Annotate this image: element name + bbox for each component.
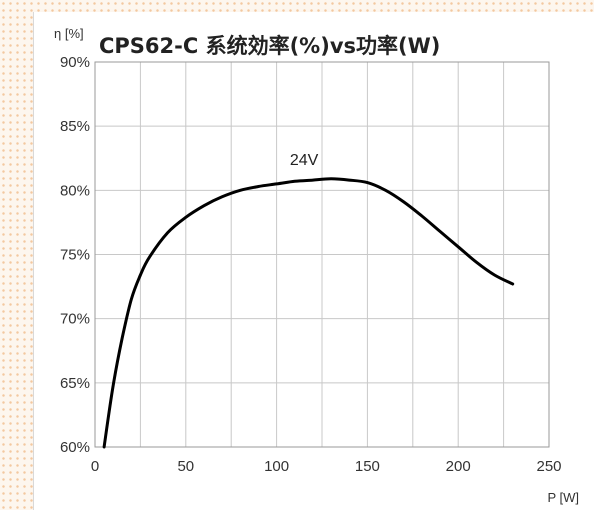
y-tick-label: 70% xyxy=(60,311,90,328)
x-tick-label: 0 xyxy=(91,458,99,475)
x-tick-label: 100 xyxy=(264,458,289,475)
y-tick-label: 90% xyxy=(60,54,90,71)
x-tick-labels: 0 50 100 150 200 250 xyxy=(91,458,562,475)
y-tick-label: 85% xyxy=(60,118,90,135)
y-tick-label: 80% xyxy=(60,182,90,199)
x-tick-label: 250 xyxy=(536,458,561,475)
y-tick-labels: 60% 65% 70% 75% 80% 85% 90% xyxy=(60,54,90,456)
y-tick-label: 75% xyxy=(60,247,90,264)
series-label: 24V xyxy=(290,152,319,169)
series-line-24V xyxy=(102,177,515,449)
x-tick-label: 50 xyxy=(177,458,194,475)
y-tick-label: 65% xyxy=(60,375,90,392)
y-tick-label: 60% xyxy=(60,439,90,456)
series-lines: 24V xyxy=(102,152,515,449)
grid xyxy=(94,61,550,448)
plot-frame xyxy=(94,61,550,448)
chart-card: 0 50 100 150 200 250 60% 65% 70% 75% 80% 85% 90% 24… xyxy=(33,12,594,510)
y-axis-label: η [%] xyxy=(54,26,84,41)
x-axis-label: P [W] xyxy=(547,490,579,505)
efficiency-chart: 0 50 100 150 200 250 60% 65% 70% 75% 80% 85% 90% 24… xyxy=(54,26,579,505)
x-tick-label: 200 xyxy=(446,458,471,475)
chart-title: CPS62-C 系统効率(%)vs功率(W) xyxy=(99,34,440,58)
x-tick-label: 150 xyxy=(355,458,380,475)
